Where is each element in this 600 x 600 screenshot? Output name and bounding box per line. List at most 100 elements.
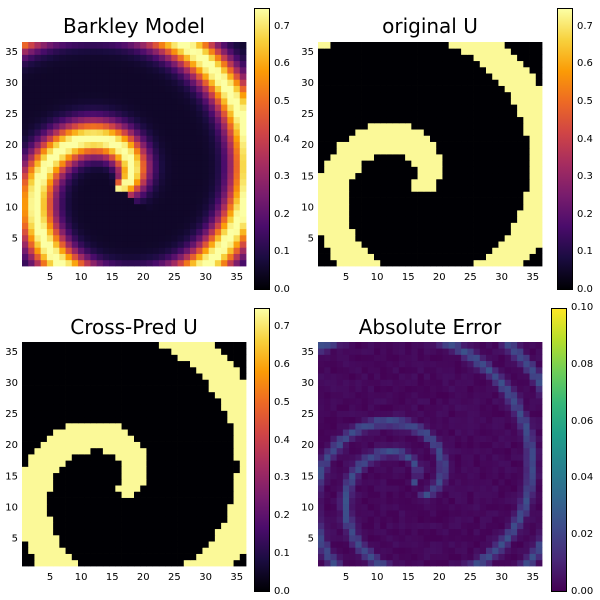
heatmap-cell: [214, 447, 222, 455]
heatmap-cell: [392, 522, 400, 530]
heatmap-cell: [336, 534, 344, 542]
x-tick-label: 5: [47, 572, 53, 583]
heatmap-cell: [65, 79, 73, 86]
heatmap-cell: [96, 528, 104, 536]
heatmap-cell: [78, 404, 85, 411]
heatmap-cell: [196, 241, 203, 248]
heatmap-cell: [183, 503, 191, 511]
heatmap-cell: [318, 491, 325, 498]
heatmap-cell: [430, 166, 437, 174]
y-tick-label: 30: [5, 378, 18, 389]
heatmap-cell: [65, 247, 73, 254]
heatmap-cell: [479, 191, 487, 198]
heatmap-cell: [221, 110, 228, 118]
heatmap-cell: [221, 503, 228, 511]
heatmap-cell: [239, 379, 247, 386]
heatmap-cell: [134, 441, 141, 449]
heatmap-cell: [183, 366, 191, 374]
heatmap-cell: [318, 116, 325, 124]
heatmap-cell: [318, 48, 325, 55]
heatmap-cell: [152, 379, 160, 386]
heatmap-cell: [140, 422, 147, 430]
heatmap-cell: [96, 360, 104, 368]
heatmap-cell: [109, 348, 116, 355]
heatmap-cell: [165, 147, 172, 155]
heatmap-cell: [454, 216, 462, 223]
heatmap-cell: [221, 73, 228, 80]
heatmap-cell: [239, 73, 247, 80]
heatmap-cell: [374, 48, 381, 55]
heatmap-cell: [177, 404, 185, 411]
heatmap-cell: [214, 348, 222, 355]
heatmap-cell: [510, 485, 518, 492]
heatmap-cell: [405, 247, 412, 254]
heatmap-cell: [121, 104, 129, 111]
heatmap-cell: [34, 429, 42, 436]
heatmap-cell: [127, 234, 135, 242]
heatmap-cell: [90, 197, 98, 205]
heatmap-cell: [96, 441, 104, 449]
heatmap-cell: [96, 541, 104, 548]
heatmap-cell: [227, 354, 234, 362]
heatmap-cell: [84, 141, 91, 149]
heatmap-cell: [398, 385, 406, 393]
heatmap-cell: [71, 216, 79, 223]
heatmap-cell: [523, 553, 530, 561]
heatmap-cell: [71, 203, 79, 211]
heatmap-cell: [386, 79, 394, 86]
heatmap-cell: [349, 185, 356, 192]
heatmap-cell: [380, 522, 387, 530]
heatmap-cell: [221, 191, 228, 198]
x-tick-label: 10: [75, 272, 88, 283]
heatmap-cell: [398, 110, 406, 118]
heatmap-cell: [417, 416, 425, 424]
heatmap-cell: [140, 147, 147, 155]
heatmap-cell: [417, 491, 425, 498]
heatmap-cell: [59, 379, 66, 386]
heatmap-cell: [467, 73, 474, 80]
heatmap-cell: [158, 491, 166, 498]
heatmap-cell: [59, 447, 66, 455]
heatmap-cell: [46, 447, 54, 455]
heatmap-cell: [202, 197, 210, 205]
heatmap-cell: [227, 203, 234, 211]
heatmap-cell: [523, 141, 530, 149]
heatmap-cell: [239, 510, 247, 517]
heatmap-cell: [342, 48, 350, 55]
heatmap-cell: [473, 247, 481, 254]
heatmap-cell: [165, 404, 172, 411]
heatmap-cell: [342, 522, 350, 530]
heatmap-cell: [535, 429, 543, 436]
heatmap-cell: [510, 404, 518, 411]
heatmap-cell: [53, 422, 60, 430]
heatmap-cell: [59, 516, 66, 523]
heatmap-cell: [461, 516, 468, 523]
heatmap-cell: [336, 66, 344, 74]
heatmap-cell: [355, 503, 362, 511]
heatmap-cell: [318, 191, 325, 198]
heatmap-cell: [146, 553, 154, 561]
heatmap-cell: [535, 166, 543, 174]
heatmap-cell: [398, 559, 406, 567]
heatmap-cell: [84, 178, 91, 186]
heatmap-cell: [233, 360, 241, 368]
heatmap-cell: [146, 454, 154, 461]
heatmap-cell: [355, 528, 362, 536]
heatmap-cell: [417, 422, 425, 430]
heatmap-cell: [430, 466, 437, 474]
heatmap-cell: [34, 91, 42, 99]
heatmap-cell: [65, 172, 73, 180]
heatmap-cell: [479, 410, 487, 418]
heatmap-cell: [454, 116, 462, 124]
heatmap-cell: [127, 541, 135, 548]
x-tick-label: 15: [106, 272, 119, 283]
heatmap-cell: [208, 416, 216, 424]
heatmap-cell: [233, 79, 241, 86]
heatmap-cell: [239, 348, 247, 355]
heatmap-cell: [165, 466, 172, 474]
heatmap-cell: [448, 516, 456, 523]
heatmap-cell: [318, 110, 325, 118]
heatmap-cell: [510, 104, 518, 111]
heatmap-cell: [59, 528, 66, 536]
heatmap-cell: [392, 460, 400, 467]
